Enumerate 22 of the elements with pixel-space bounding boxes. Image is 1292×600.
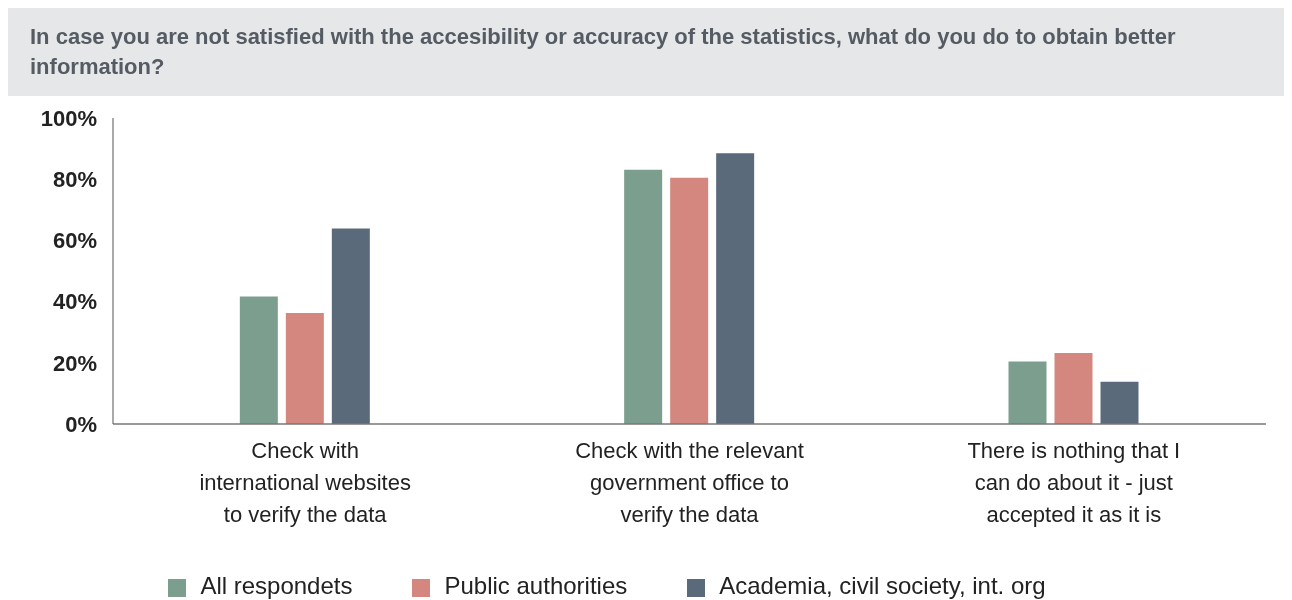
bar [670, 177, 709, 424]
bar [1100, 381, 1139, 424]
y-tick-label: 80% [52, 167, 97, 193]
x-tick-label: There is nothing that I can do about it - just accepted it as it is [967, 438, 1181, 527]
legend-label: Public authorities [444, 572, 628, 599]
y-tick-label: 0% [65, 411, 97, 437]
bar [716, 153, 755, 424]
chart-title: In case you are not satisfied with the accesibility or accuracy of the statistics, what do you do to obtain better information? [8, 8, 1284, 96]
bar [624, 169, 663, 424]
legend-label: Academia, civil society, int. org [719, 572, 1046, 599]
bar [239, 296, 278, 424]
y-tick-label: 100% [40, 105, 97, 131]
y-tick-label: 40% [52, 289, 97, 315]
x-tick-label: Check with the relevant government office to verify the data [575, 438, 804, 527]
bar [285, 312, 324, 424]
legend-label: All respondets [200, 572, 353, 599]
y-tick-label: 20% [52, 350, 97, 376]
bar [1054, 353, 1093, 424]
x-tick-label: Check with international websites to verify the data [199, 438, 411, 527]
bar [1008, 361, 1047, 424]
bar [331, 228, 370, 424]
y-tick-label: 60% [52, 228, 97, 254]
